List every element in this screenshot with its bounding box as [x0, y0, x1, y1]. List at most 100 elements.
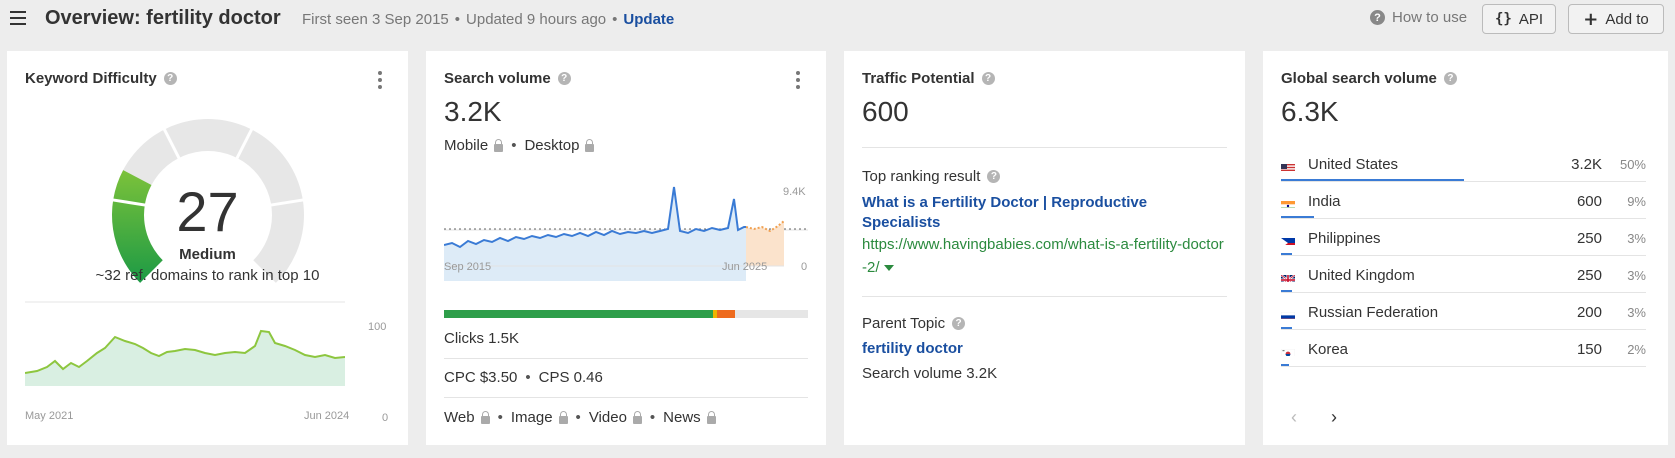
country-percent: 2%: [1627, 342, 1646, 357]
kd-chart-y-max: 100: [368, 321, 387, 333]
sv-value: 3.2K: [444, 96, 502, 127]
country-row-russia[interactable]: Russian Federation 200 3%: [1281, 299, 1646, 338]
keyword-difficulty-card: Keyword Difficulty ? 27 Medium ~32 ref. …: [7, 51, 408, 445]
kd-chart-area: [25, 331, 345, 386]
sv-help-icon[interactable]: ?: [557, 72, 571, 85]
lock-icon: [632, 410, 642, 424]
country-volume: 600: [1576, 193, 1602, 210]
country-row-korea[interactable]: Korea 150 2%: [1281, 336, 1646, 375]
sv-title-label: Search volume: [444, 70, 551, 87]
lock-icon: [558, 410, 568, 424]
page-meta: First seen 3 Sep 2015 • Updated 9 hours ag…: [302, 11, 675, 28]
serp-type-news: News: [663, 409, 701, 426]
gv-value: 6.3K: [1281, 96, 1339, 127]
sv-chart-x-end: Jun 2025: [722, 261, 768, 273]
divider: [862, 147, 1227, 148]
sv-mobile: Mobile: [444, 137, 489, 154]
sv-forecast-line: [745, 220, 785, 233]
kd-title: Keyword Difficulty ?: [25, 70, 177, 87]
sv-organic-segment: [444, 310, 714, 318]
lock-icon: [585, 138, 595, 152]
sv-cps: CPS 0.46: [538, 369, 603, 386]
sv-more-icon[interactable]: [796, 71, 800, 92]
sv-desktop: Desktop: [524, 137, 580, 154]
prev-page-icon[interactable]: ‹: [1291, 407, 1297, 427]
sv-chart-area: [444, 187, 746, 281]
lock-icon: [494, 138, 504, 152]
country-percent: 3%: [1627, 268, 1646, 283]
kd-help-icon[interactable]: ?: [163, 72, 177, 85]
country-volume: 250: [1576, 267, 1602, 284]
country-row-uk[interactable]: United Kingdom 250 3%: [1281, 262, 1646, 301]
tp-parent-topic-label: Parent Topic ?: [862, 315, 966, 332]
tp-title-label: Traffic Potential: [862, 70, 975, 87]
tp-top-ranking-title[interactable]: What is a Fertility Doctor | Reproductiv…: [862, 194, 1148, 231]
how-to-use-label: How to use: [1392, 9, 1468, 26]
kd-gauge-segment-divider: [162, 127, 182, 161]
sv-serp-types: Web • Image • Video • News: [444, 409, 716, 426]
kd-subtitle: ~32 ref. domains to rank in top 10: [95, 267, 320, 284]
kd-gauge-fill: [112, 170, 163, 283]
country-share-bar: [1281, 253, 1292, 255]
caret-down-icon[interactable]: [883, 265, 894, 272]
us-flag-icon: [1281, 161, 1295, 171]
kd-more-icon[interactable]: [378, 71, 382, 92]
divider: [444, 358, 808, 359]
country-row-us[interactable]: United States 3.2K 50%: [1281, 151, 1646, 190]
tp-parent-help-icon[interactable]: ?: [952, 317, 966, 330]
tp-value: 600: [862, 96, 909, 127]
serp-type-video: Video: [588, 409, 627, 426]
top-bar: Overview: fertility doctor First seen 3 …: [0, 0, 1675, 40]
kd-gauge-segment-divider: [269, 198, 306, 207]
tp-url-text: https://www.havingbabies.com/what-is-a-f…: [862, 236, 1224, 276]
code-braces-icon: {}: [1494, 11, 1512, 27]
tp-parent-topic-text: Parent Topic: [862, 315, 946, 332]
lock-icon: [480, 410, 490, 424]
tp-top-ranking-help-icon[interactable]: ?: [987, 170, 1001, 183]
tp-parent-sv: Search volume 3.2K: [862, 365, 998, 382]
tp-parent-topic[interactable]: fertility doctor: [862, 340, 963, 357]
help-icon: ?: [1370, 10, 1385, 25]
sv-chart-y-min: 0: [801, 261, 808, 273]
updated-time: Updated 9 hours ago: [466, 11, 607, 28]
add-to-button[interactable]: + Add to: [1568, 4, 1664, 34]
country-name: United States: [1308, 156, 1399, 173]
menu-icon[interactable]: [10, 11, 26, 25]
api-button[interactable]: {} API: [1482, 4, 1556, 34]
country-name: Korea: [1308, 341, 1349, 358]
sv-paid-segment-a: [713, 310, 717, 318]
how-to-use-link[interactable]: ? How to use: [1370, 9, 1467, 26]
korea-flag-icon: [1281, 346, 1295, 356]
kd-title-label: Keyword Difficulty: [25, 70, 157, 87]
tp-top-ranking-url[interactable]: https://www.havingbabies.com/what-is-a-f…: [862, 233, 1227, 279]
kd-chart-x-start: May 2021: [25, 410, 74, 422]
add-to-label: Add to: [1605, 10, 1649, 28]
sv-clicks: Clicks 1.5K: [444, 330, 520, 347]
kd-level: Medium: [179, 246, 236, 263]
update-link[interactable]: Update: [623, 11, 675, 28]
country-name: India: [1308, 193, 1341, 210]
country-percent: 3%: [1627, 231, 1646, 246]
plus-icon: +: [1583, 8, 1599, 30]
russia-flag-icon: [1281, 309, 1295, 319]
page-title: Overview: fertility doctor: [45, 7, 281, 29]
tp-title: Traffic Potential ?: [862, 70, 995, 87]
country-volume: 3.2K: [1571, 156, 1602, 173]
tp-help-icon[interactable]: ?: [981, 72, 995, 85]
uk-flag-icon: [1281, 272, 1295, 282]
next-page-icon[interactable]: ›: [1331, 407, 1337, 427]
tp-top-ranking-text: Top ranking result: [862, 168, 981, 185]
country-share-bar: [1281, 327, 1292, 329]
sv-title: Search volume ?: [444, 70, 571, 87]
sv-cpc-row: CPC $3.50 • CPS 0.46: [444, 369, 603, 386]
sv-chart-line: [444, 186, 746, 249]
country-name: Philippines: [1308, 230, 1381, 247]
country-share-bar: [1281, 290, 1292, 292]
lock-icon: [706, 410, 716, 424]
gv-help-icon[interactable]: ?: [1443, 72, 1457, 85]
divider: [444, 397, 808, 398]
country-percent: 50%: [1619, 157, 1646, 172]
country-row-india[interactable]: India 600 9%: [1281, 188, 1646, 227]
tp-top-ranking-label: Top ranking result ?: [862, 168, 1001, 185]
country-row-philippines[interactable]: Philippines 250 3%: [1281, 225, 1646, 264]
